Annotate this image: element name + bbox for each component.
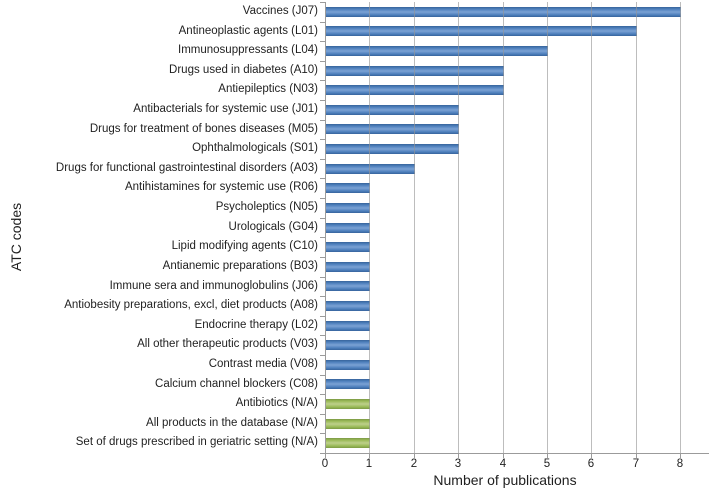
gridline (547, 2, 548, 453)
x-axis-tick (458, 454, 459, 458)
x-axis-title: Number of publications (433, 472, 577, 488)
category-label: Immunosuppressants (L04) (178, 44, 318, 57)
y-axis-tick (320, 2, 325, 3)
bar-blue (326, 261, 370, 272)
y-axis-tick (320, 41, 325, 42)
x-axis-tick (591, 454, 592, 458)
y-axis-tick (320, 453, 325, 454)
category-label: Drugs for treatment of bones diseases (M… (89, 122, 318, 135)
category-label: All other therapeutic products (V03) (137, 338, 318, 351)
y-axis-tick (320, 80, 325, 81)
bar-blue (326, 124, 459, 135)
gridline (591, 2, 592, 453)
y-axis-tick (320, 120, 325, 121)
x-axis-tick (414, 454, 415, 458)
bar-blue (326, 104, 459, 115)
x-axis-tick (369, 454, 370, 458)
x-axis-tick-label: 5 (543, 458, 551, 470)
bar-blue (326, 202, 370, 213)
y-axis-tick (320, 296, 325, 297)
x-axis-tick-label: 0 (321, 458, 329, 470)
bar-blue (326, 222, 370, 233)
y-axis-tick (320, 375, 325, 376)
gridline (503, 2, 504, 453)
y-axis-tick (320, 178, 325, 179)
bar-blue (326, 26, 637, 37)
category-label: Contrast media (V08) (208, 357, 318, 370)
bar-green (326, 398, 370, 409)
bar-blue (326, 340, 370, 351)
category-label: Psycholeptics (N05) (215, 201, 318, 214)
x-axis-tick-label: 2 (410, 458, 418, 470)
bar-green (326, 418, 370, 429)
y-axis-tick (320, 22, 325, 23)
category-label: Calcium channel blockers (C08) (155, 377, 318, 390)
bar-blue (326, 144, 459, 155)
category-label: Antianemic preparations (B03) (162, 259, 318, 272)
category-label: Antiobesity preparations, excl, diet pro… (64, 299, 318, 312)
x-axis-tick (636, 454, 637, 458)
category-label: Drugs used in diabetes (A10) (169, 63, 318, 76)
category-label: Ophthalmologicals (S01) (192, 142, 318, 155)
category-label: Vaccines (J07) (242, 5, 318, 17)
bar-blue (326, 163, 415, 174)
x-axis-tick-label: 6 (587, 458, 595, 470)
y-axis-tick (320, 316, 325, 317)
y-axis-line (325, 2, 326, 454)
category-label: All products in the database (N/A) (146, 416, 318, 429)
category-label: Drugs for functional gastrointestinal di… (55, 161, 318, 174)
bar-blue (326, 320, 370, 331)
gridline (636, 2, 637, 453)
y-axis-tick (320, 335, 325, 336)
y-axis-tick (320, 257, 325, 258)
bar-blue (326, 85, 504, 96)
bar-blue (326, 242, 370, 253)
bar-blue (326, 65, 504, 76)
category-label: Lipid modifying agents (C10) (171, 240, 318, 253)
category-label: Endocrine therapy (L02) (194, 318, 318, 331)
bar-blue (326, 183, 370, 194)
x-axis-tick-label: 8 (676, 458, 684, 470)
x-axis-tick (325, 454, 326, 458)
y-axis-tick (320, 139, 325, 140)
y-axis-tick (320, 61, 325, 62)
y-axis-tick (320, 414, 325, 415)
gridline (414, 2, 415, 453)
category-label: Antineoplastic agents (L01) (178, 24, 318, 37)
y-axis-tick (320, 100, 325, 101)
y-axis-tick (320, 355, 325, 356)
x-axis-tick-label: 7 (632, 458, 640, 470)
category-label: Antibacterials for systemic use (J01) (133, 103, 318, 116)
category-label: Urologicals (G04) (228, 220, 318, 233)
x-axis-tick (547, 454, 548, 458)
x-axis-tick (680, 454, 681, 458)
y-axis-tick (320, 159, 325, 160)
bar-blue (326, 379, 370, 390)
x-axis-tick-label: 3 (454, 458, 462, 470)
gridline (369, 2, 370, 453)
bar-blue (326, 359, 370, 370)
category-label: Antihistamines for systemic use (R06) (124, 181, 318, 194)
y-axis-tick (320, 198, 325, 199)
y-axis-tick (320, 218, 325, 219)
category-label: Antiepileptics (N03) (218, 83, 318, 96)
gridline (680, 2, 681, 453)
x-axis-tick-label: 1 (365, 458, 373, 470)
bar-blue (326, 300, 370, 311)
y-axis-tick (320, 394, 325, 395)
x-axis-line (325, 453, 709, 454)
x-axis-tick (503, 454, 504, 458)
category-label: Immune sera and immunoglobulins (J06) (109, 279, 318, 292)
x-axis-tick-label: 4 (499, 458, 507, 470)
gridline (458, 2, 459, 453)
category-label: Set of drugs prescribed in geriatric set… (75, 436, 318, 449)
bar-blue (326, 46, 548, 57)
bar-blue (326, 281, 370, 292)
y-axis-tick (320, 277, 325, 278)
category-label: Antibiotics (N/A) (235, 397, 318, 410)
y-axis-tick (320, 433, 325, 434)
bar-green (326, 438, 370, 449)
y-axis-tick (320, 237, 325, 238)
